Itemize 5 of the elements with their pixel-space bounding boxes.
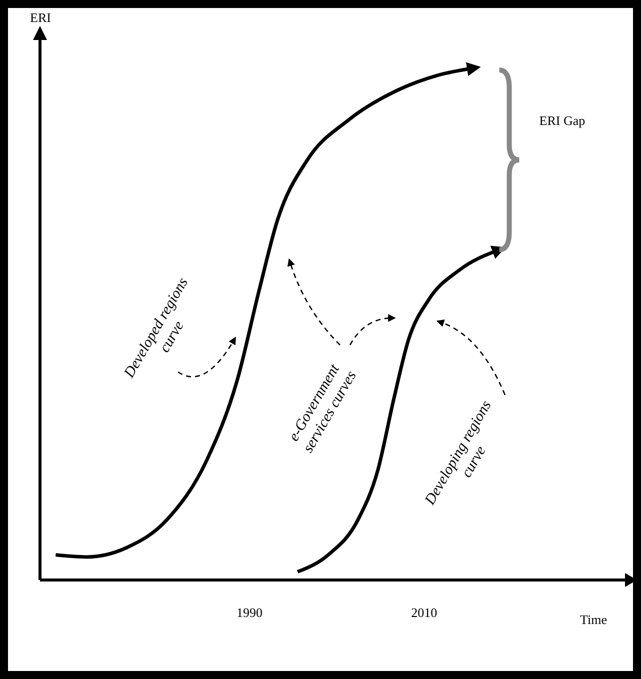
x-axis-title: Time — [580, 612, 608, 627]
x-tick-label: 1990 — [236, 605, 263, 620]
annotation: ERI Gap — [539, 112, 586, 128]
y-axis-title: ERI — [30, 10, 51, 25]
x-tick-label: 2010 — [411, 605, 438, 620]
